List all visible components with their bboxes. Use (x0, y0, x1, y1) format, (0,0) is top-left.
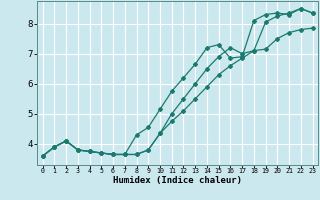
X-axis label: Humidex (Indice chaleur): Humidex (Indice chaleur) (113, 176, 242, 185)
